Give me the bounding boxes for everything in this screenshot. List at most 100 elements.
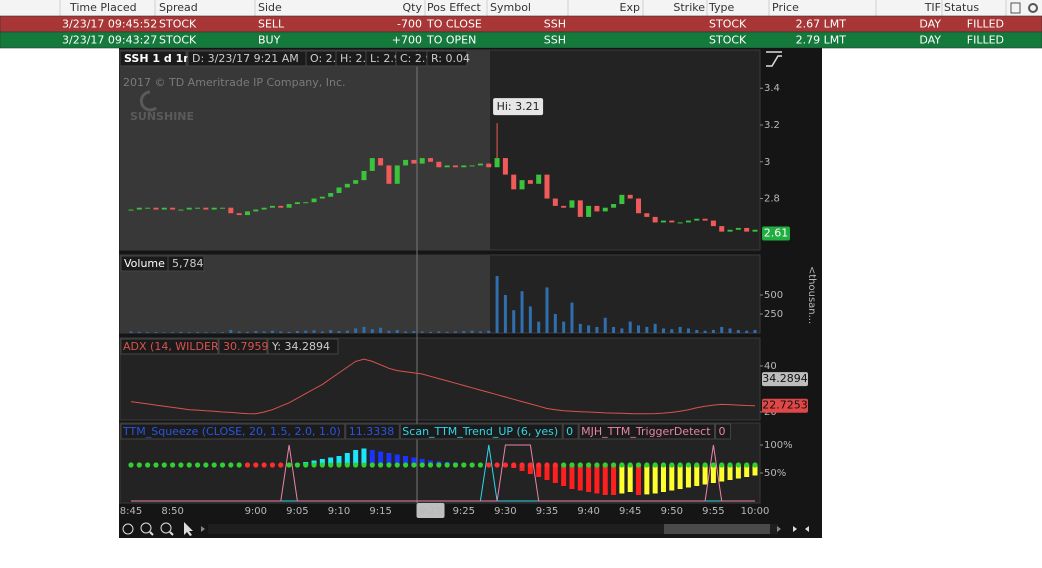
squeeze-dot xyxy=(669,462,675,468)
last-price-box xyxy=(762,226,790,241)
volume-bar xyxy=(478,331,482,333)
squeeze-dot xyxy=(710,462,717,468)
squeeze-dot xyxy=(586,462,592,468)
header-box xyxy=(715,423,732,440)
momentum-bar xyxy=(602,465,608,495)
x-tick-label: 9:10 xyxy=(328,506,350,517)
volume-bar xyxy=(254,331,258,333)
order-cell: FILLED xyxy=(967,18,1004,31)
squeeze-dot xyxy=(744,462,750,468)
order-cell: 2.67 LMT xyxy=(796,18,847,31)
volume-bar xyxy=(354,328,358,333)
cursor-icon[interactable] xyxy=(184,522,193,536)
header-box xyxy=(426,50,468,67)
volume-bar xyxy=(628,321,632,333)
header-box xyxy=(578,423,716,440)
momentum-bar xyxy=(386,453,392,465)
pan-icon[interactable] xyxy=(122,523,134,535)
column-header: TIF xyxy=(924,1,941,14)
squeeze-dot xyxy=(378,462,384,468)
volume-bar xyxy=(137,331,141,333)
volume-bar xyxy=(270,330,274,333)
volume-bar xyxy=(129,331,133,333)
candle xyxy=(444,165,450,168)
squeeze-dot xyxy=(278,462,284,468)
squeeze-dot xyxy=(294,462,300,468)
candle xyxy=(378,158,384,166)
momentum-bar xyxy=(636,465,642,495)
column-header: Symbol xyxy=(490,1,531,14)
volume-bar xyxy=(404,331,408,333)
column-header: Strike xyxy=(673,1,705,14)
momentum-bar xyxy=(378,451,384,465)
scroll-left[interactable] xyxy=(201,526,205,532)
zoom-in-icon[interactable] xyxy=(140,522,152,534)
order-cell: 2.79 LMT xyxy=(796,34,847,47)
zoom-out-icon[interactable] xyxy=(160,522,172,534)
squeeze-dot xyxy=(427,462,434,468)
volume-bar xyxy=(653,323,657,333)
squeeze-dot xyxy=(211,462,217,468)
style-icon[interactable] xyxy=(766,51,782,67)
squeeze-dot xyxy=(269,462,276,468)
squeeze-dot xyxy=(194,462,201,468)
momentum-bar xyxy=(677,465,683,489)
volume-bar xyxy=(553,314,557,333)
momentum-bar xyxy=(685,465,691,488)
momentum-bar xyxy=(519,465,525,471)
candle xyxy=(319,196,325,199)
settings-icon[interactable] xyxy=(1010,2,1021,14)
scroll-right[interactable] xyxy=(777,526,781,532)
volume-bar xyxy=(279,331,283,333)
candle xyxy=(602,207,608,212)
table-header xyxy=(0,0,1042,16)
candle xyxy=(627,194,633,199)
candle xyxy=(386,165,392,184)
momentum-bar xyxy=(577,465,583,491)
candle xyxy=(735,227,741,230)
candle xyxy=(153,207,159,210)
scrollbar-thumb[interactable] xyxy=(664,524,770,534)
logo-mark xyxy=(139,90,157,112)
volume-bar xyxy=(736,329,740,333)
volume-bar xyxy=(487,330,491,333)
candle xyxy=(452,165,458,168)
candle xyxy=(710,220,716,227)
volume-bar xyxy=(545,287,549,333)
candle xyxy=(502,158,508,175)
momentum-bar xyxy=(752,465,758,476)
momentum-bar xyxy=(702,465,708,485)
candle xyxy=(428,158,434,162)
candle xyxy=(186,207,192,210)
volume-bar xyxy=(503,295,507,333)
x-tick-label: 10:00 xyxy=(741,506,770,517)
value-marker xyxy=(762,398,808,413)
order-cell: TO CLOSE xyxy=(426,18,482,31)
volume-bar xyxy=(661,328,665,333)
momentum-bar xyxy=(536,465,542,477)
squeeze-dot xyxy=(369,462,375,468)
column-header: Exp xyxy=(620,1,640,14)
volume-bar xyxy=(462,331,466,333)
squeeze-dot xyxy=(536,462,542,468)
volume-bar xyxy=(437,331,441,333)
volume-bar xyxy=(362,326,366,333)
squeeze-dot xyxy=(627,462,633,468)
squeeze-dot xyxy=(727,462,733,468)
momentum-bar xyxy=(419,459,425,465)
squeeze-dot xyxy=(328,462,334,468)
high-label: Hi: 3.21 xyxy=(497,100,540,113)
volume-bar xyxy=(686,328,690,333)
gear-icon[interactable] xyxy=(1028,3,1038,13)
volume-bar xyxy=(711,329,715,333)
expand-icon[interactable] xyxy=(793,526,809,532)
volume-bar xyxy=(578,323,582,333)
squeeze-dot xyxy=(161,462,167,468)
column-header: Qty xyxy=(403,1,423,14)
candle xyxy=(527,180,533,184)
candle xyxy=(253,209,259,212)
candle xyxy=(136,207,142,210)
candle xyxy=(244,211,250,216)
volume-bar xyxy=(595,326,599,333)
header-box xyxy=(119,50,187,67)
